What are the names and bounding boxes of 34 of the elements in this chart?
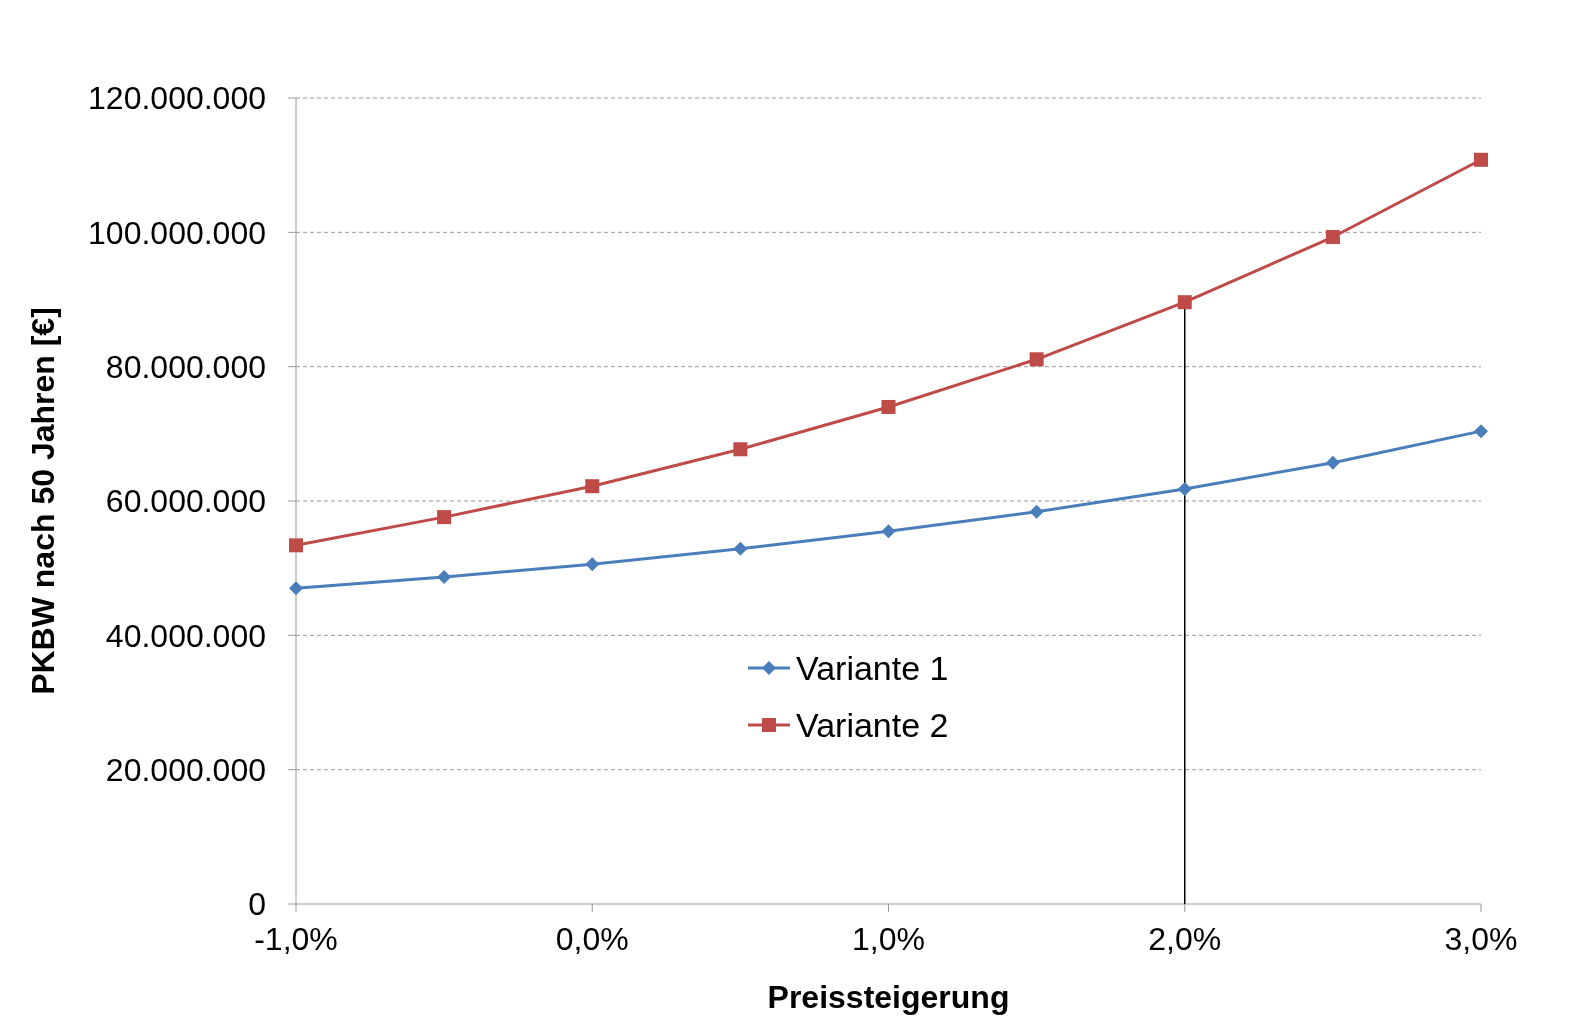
point (1029, 352, 1044, 367)
point (881, 399, 896, 414)
point (289, 581, 303, 596)
x-tick-label: -1,0% (254, 921, 338, 957)
point (1325, 230, 1340, 245)
point (437, 510, 452, 525)
y-axis-title: PKBW nach 50 Jahren [€] (25, 307, 61, 695)
legend-label: Variante 2 (796, 705, 949, 744)
point (733, 541, 748, 556)
x-tick-label: 1,0% (852, 921, 925, 957)
y-tick-label: 0 (248, 886, 266, 923)
point (1029, 504, 1044, 519)
x-tick-label: 0,0% (555, 921, 629, 957)
point (585, 557, 600, 572)
x-axis-title: Preissteigerung (767, 979, 1010, 1015)
point (1474, 424, 1488, 439)
point (289, 538, 303, 553)
point (437, 569, 452, 584)
y-tick-label: 100.000.000 (88, 214, 266, 251)
y-tick-label: 80.000.000 (105, 348, 266, 385)
y-tick-label: 40.000.000 (105, 617, 266, 654)
point (585, 479, 600, 494)
point (733, 442, 748, 457)
y-tick-label: 120.000.000 (88, 80, 266, 117)
point (1177, 481, 1192, 496)
y-tick-label: 60.000.000 (105, 483, 266, 520)
point (1474, 152, 1488, 167)
point (881, 524, 896, 539)
point (1325, 455, 1340, 470)
legend-label: Variante 1 (796, 648, 949, 687)
y-tick-label: 20.000.000 (105, 751, 266, 788)
x-tick-label: 3,0% (1444, 921, 1518, 957)
x-tick-label: 2,0% (1148, 921, 1222, 957)
point (1177, 295, 1192, 310)
